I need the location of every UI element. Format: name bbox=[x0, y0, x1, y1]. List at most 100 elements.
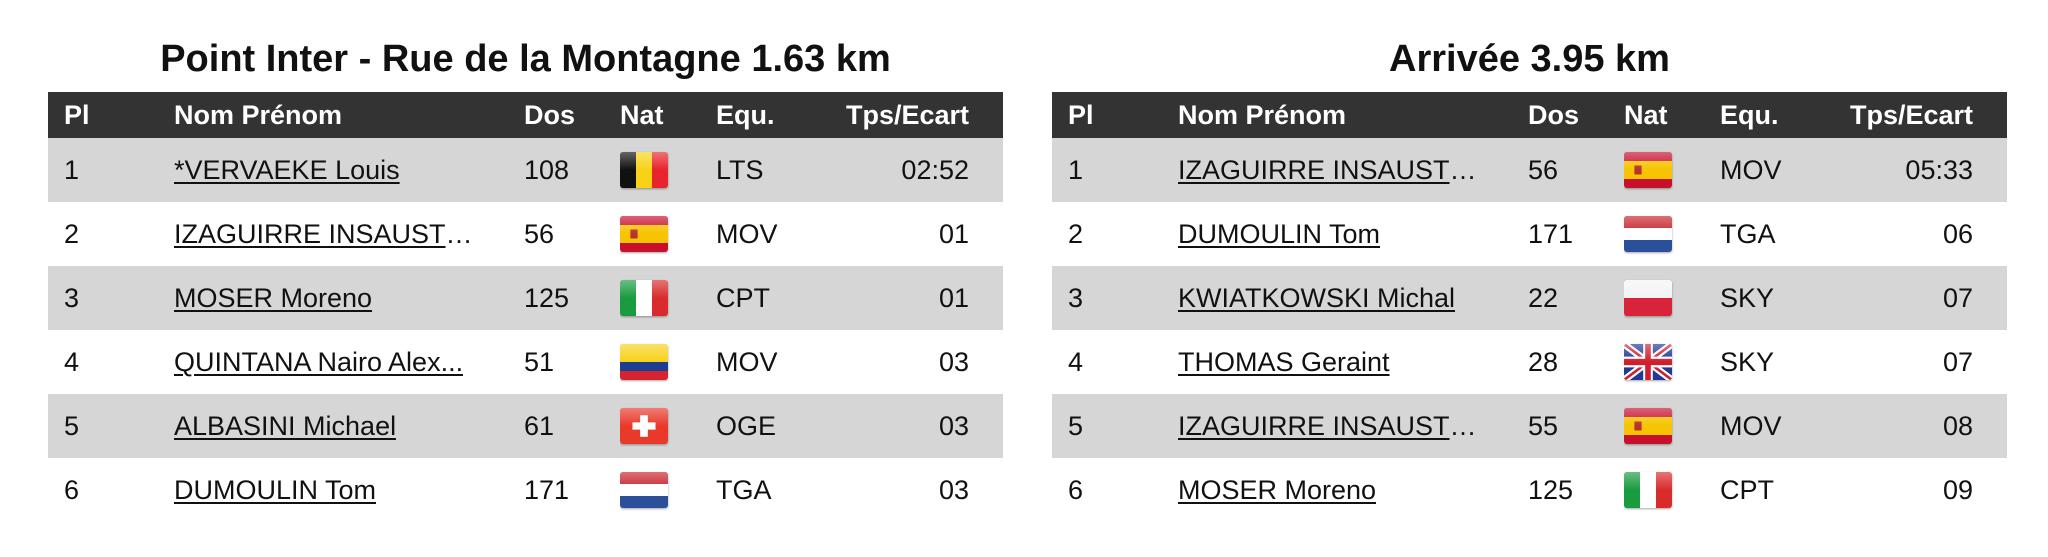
header-tps: Tps/Ecart bbox=[1849, 99, 1973, 130]
bib-number-cell: 22 bbox=[1528, 282, 1559, 313]
colombia-flag-icon bbox=[620, 344, 668, 380]
nationality-cell bbox=[620, 458, 716, 522]
nationality-cell bbox=[620, 138, 716, 202]
netherlands-flag-icon bbox=[620, 472, 668, 508]
uk-flag-icon bbox=[1624, 344, 1672, 380]
rider-name-cell: DUMOULIN Tom bbox=[174, 458, 524, 522]
team-cell: LTS bbox=[716, 154, 764, 185]
time-gap-cell: 03 bbox=[938, 474, 969, 505]
nationality-cell bbox=[620, 202, 716, 266]
rider-name-link[interactable]: DUMOULIN Tom bbox=[174, 475, 377, 506]
netherlands-flag-icon bbox=[1624, 216, 1672, 252]
time-gap-cell: 03 bbox=[938, 410, 969, 441]
table-row: 6 DUMOULIN Tom 171 TGA 03 bbox=[48, 458, 1003, 522]
rider-name-cell: ALBASINI Michael bbox=[174, 394, 524, 458]
bib-number-cell: 56 bbox=[524, 218, 555, 249]
header-equ: Equ. bbox=[716, 99, 775, 130]
bib-number-cell: 56 bbox=[1528, 154, 1559, 185]
nationality-cell bbox=[1624, 138, 1720, 202]
finish-panel: Arrivée 3.95 km Pl Nom Prénom Dos Nat Eq… bbox=[1052, 0, 2007, 522]
time-gap-cell: 07 bbox=[1942, 282, 1973, 313]
intermediate-point-title: Point Inter - Rue de la Montagne 1.63 km bbox=[160, 38, 891, 80]
rank-cell: 3 bbox=[64, 282, 80, 313]
header-name: Nom Prénom bbox=[174, 99, 343, 130]
table-header-row: Pl Nom Prénom Dos Nat Equ. Tps/Ecart bbox=[1052, 92, 2007, 138]
bib-number-cell: 51 bbox=[524, 346, 555, 377]
italy-flag-icon bbox=[620, 280, 668, 316]
time-gap-cell: 06 bbox=[1942, 218, 1973, 249]
rider-name-cell: MOSER Moreno bbox=[1178, 458, 1528, 522]
table-row: 2 DUMOULIN Tom 171 TGA 06 bbox=[1052, 202, 2007, 266]
rank-cell: 1 bbox=[1068, 154, 1084, 185]
nationality-cell bbox=[1624, 330, 1720, 394]
bib-number-cell: 171 bbox=[1528, 218, 1574, 249]
poland-flag-icon bbox=[1624, 280, 1672, 316]
rider-name-cell: KWIATKOWSKI Michal bbox=[1178, 266, 1528, 330]
table-row: 6 MOSER Moreno 125 CPT 09 bbox=[1052, 458, 2007, 522]
header-pl: Pl bbox=[64, 99, 90, 130]
rider-name-link[interactable]: QUINTANA Nairo Alex... bbox=[174, 347, 464, 378]
nationality-cell bbox=[620, 266, 716, 330]
time-gap-cell: 07 bbox=[1942, 346, 1973, 377]
rider-name-cell: IZAGUIRRE INSAUSTI ... bbox=[1178, 394, 1528, 458]
rank-cell: 6 bbox=[1068, 474, 1084, 505]
time-gap-cell: 05:33 bbox=[1905, 154, 1973, 185]
header-tps: Tps/Ecart bbox=[845, 99, 969, 130]
switzerland-flag-icon bbox=[620, 408, 668, 444]
header-name: Nom Prénom bbox=[1178, 99, 1347, 130]
rider-name-link[interactable]: MOSER Moreno bbox=[174, 283, 373, 314]
bib-number-cell: 125 bbox=[1528, 474, 1574, 505]
header-equ: Equ. bbox=[1720, 99, 1779, 130]
team-cell: SKY bbox=[1720, 346, 1775, 377]
nationality-cell bbox=[620, 330, 716, 394]
spain-flag-icon bbox=[1624, 408, 1672, 444]
rank-cell: 5 bbox=[1068, 410, 1084, 441]
table-row: 2 IZAGUIRRE INSAUSTI ... 56 MOV 01 bbox=[48, 202, 1003, 266]
nationality-cell bbox=[1624, 458, 1720, 522]
nationality-cell bbox=[1624, 202, 1720, 266]
rider-name-link[interactable]: ALBASINI Michael bbox=[174, 411, 397, 442]
bib-number-cell: 55 bbox=[1528, 410, 1559, 441]
bib-number-cell: 61 bbox=[524, 410, 555, 441]
time-gap-cell: 01 bbox=[938, 218, 969, 249]
rider-name-link[interactable]: THOMAS Geraint bbox=[1178, 347, 1390, 378]
rider-name-cell: THOMAS Geraint bbox=[1178, 330, 1528, 394]
finish-results-table: Pl Nom Prénom Dos Nat Equ. Tps/Ecart 1 IZ… bbox=[1052, 92, 2007, 522]
table-header-row: Pl Nom Prénom Dos Nat Equ. Tps/Ecart bbox=[48, 92, 1003, 138]
table-row: 5 IZAGUIRRE INSAUSTI ... 55 MOV 08 bbox=[1052, 394, 2007, 458]
table-row: 4 QUINTANA Nairo Alex... 51 MOV 03 bbox=[48, 330, 1003, 394]
team-cell: OGE bbox=[716, 410, 777, 441]
rank-cell: 2 bbox=[1068, 218, 1084, 249]
team-cell: SKY bbox=[1720, 282, 1775, 313]
nationality-cell bbox=[1624, 394, 1720, 458]
rider-name-link[interactable]: IZAGUIRRE INSAUSTI ... bbox=[174, 219, 479, 250]
rider-name-link[interactable]: KWIATKOWSKI Michal bbox=[1178, 283, 1456, 314]
rank-cell: 6 bbox=[64, 474, 80, 505]
nationality-cell bbox=[620, 394, 716, 458]
rider-name-cell: *VERVAEKE Louis bbox=[174, 138, 524, 202]
rider-name-cell: MOSER Moreno bbox=[174, 266, 524, 330]
rider-name-link[interactable]: IZAGUIRRE INSAUSTI ... bbox=[1178, 155, 1483, 186]
time-gap-cell: 09 bbox=[1942, 474, 1973, 505]
bib-number-cell: 125 bbox=[524, 282, 570, 313]
rider-name-cell: DUMOULIN Tom bbox=[1178, 202, 1528, 266]
intermediate-results-table: Pl Nom Prénom Dos Nat Equ. Tps/Ecart 1 *V… bbox=[48, 92, 1003, 522]
italy-flag-icon bbox=[1624, 472, 1672, 508]
header-nat: Nat bbox=[620, 99, 664, 130]
team-cell: MOV bbox=[716, 346, 778, 377]
rank-cell: 5 bbox=[64, 410, 80, 441]
nationality-cell bbox=[1624, 266, 1720, 330]
table-row: 4 THOMAS Geraint 28 SKY 07 bbox=[1052, 330, 2007, 394]
time-gap-cell: 08 bbox=[1942, 410, 1973, 441]
team-cell: TGA bbox=[716, 474, 772, 505]
rider-name-link[interactable]: IZAGUIRRE INSAUSTI ... bbox=[1178, 411, 1483, 442]
header-dos: Dos bbox=[524, 99, 576, 130]
rider-name-link[interactable]: MOSER Moreno bbox=[1178, 475, 1377, 506]
bib-number-cell: 171 bbox=[524, 474, 570, 505]
belgium-flag-icon bbox=[620, 152, 668, 188]
rider-name-link[interactable]: *VERVAEKE Louis bbox=[174, 155, 400, 186]
team-cell: MOV bbox=[1720, 154, 1782, 185]
spain-flag-icon bbox=[1624, 152, 1672, 188]
rider-name-cell: IZAGUIRRE INSAUSTI ... bbox=[174, 202, 524, 266]
rider-name-link[interactable]: DUMOULIN Tom bbox=[1178, 219, 1381, 250]
